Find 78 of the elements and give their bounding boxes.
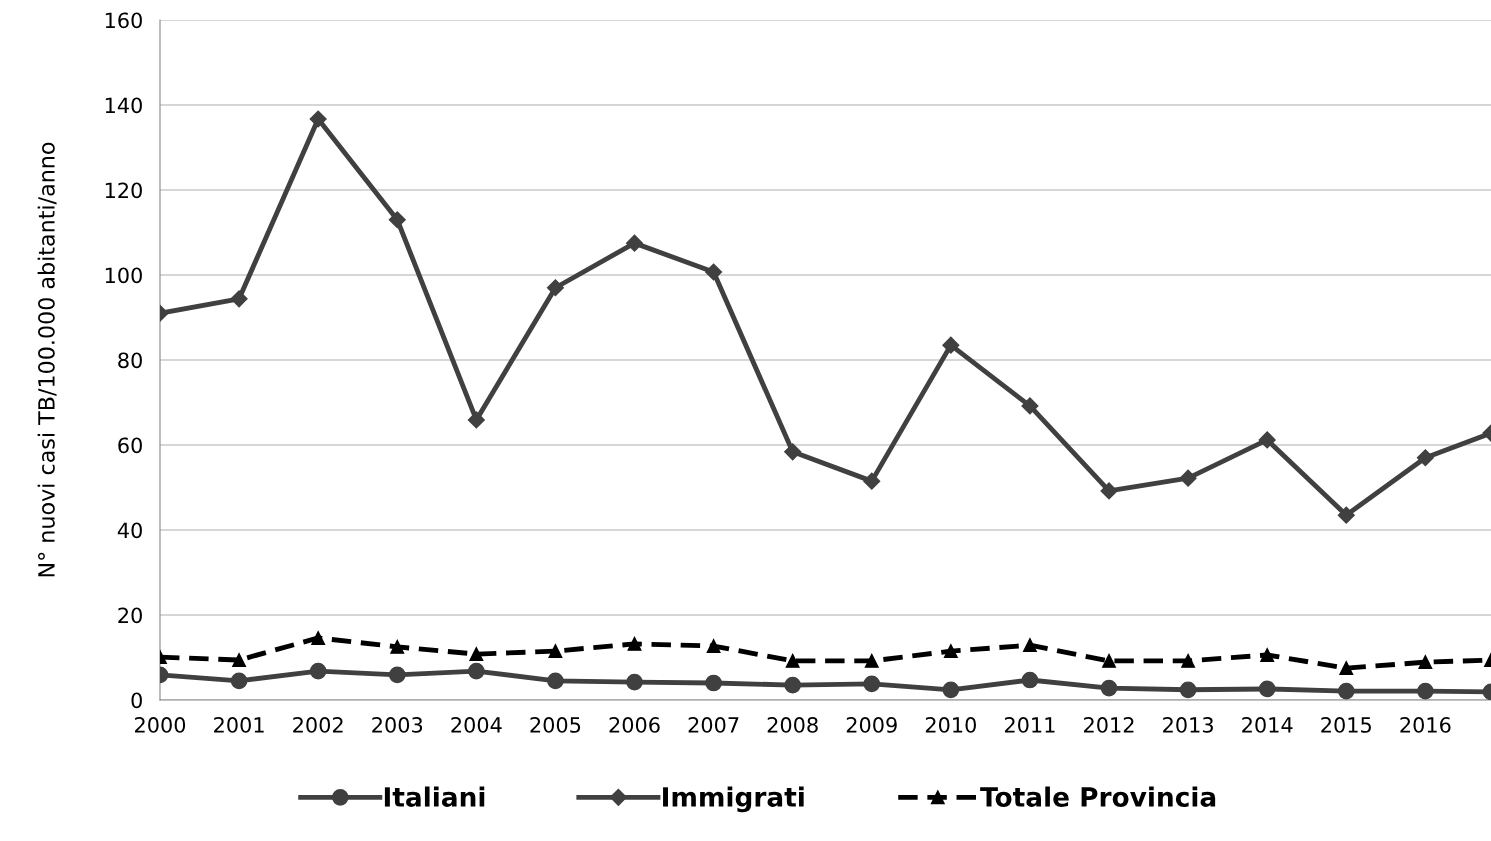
point: [232, 653, 247, 667]
point: [548, 644, 563, 659]
point: [942, 336, 960, 354]
point: [230, 672, 248, 690]
y-tick-label: 40: [117, 522, 142, 539]
y-tick-label: 20: [118, 607, 142, 624]
point: [1416, 449, 1434, 467]
y-axis-title: N° nuovi casi TB/100.000 abitanti/anno: [37, 142, 57, 577]
x-tick-label: 2004: [451, 717, 502, 733]
x-tick-label: 2009: [846, 717, 897, 733]
point: [1022, 638, 1037, 653]
y-tick-label: 80: [118, 352, 142, 369]
point: [1337, 682, 1355, 700]
point: [864, 653, 879, 668]
point: [547, 672, 564, 690]
point: [311, 631, 326, 645]
x-tick-label: 2003: [372, 717, 423, 733]
x-tick-label: 2008: [767, 717, 818, 733]
point: [785, 653, 800, 668]
legend-label: Italiani: [384, 786, 485, 807]
point: [1179, 469, 1197, 487]
x-tick-label: 2012: [1084, 717, 1134, 733]
y-tick-label: 0: [131, 692, 142, 709]
point: [467, 411, 485, 429]
x-tick-label: 2010: [925, 717, 976, 733]
point: [1260, 648, 1275, 662]
point: [1100, 679, 1118, 697]
x-tick-label: 2007: [688, 717, 739, 733]
point: [784, 676, 802, 694]
x-tick-label: 2001: [214, 717, 264, 733]
point: [1418, 655, 1433, 670]
point: [1021, 397, 1039, 415]
point: [863, 472, 881, 490]
x-tick-label: 2015: [1321, 717, 1371, 733]
x-tick-label: 2000: [135, 717, 186, 733]
y-tick-label: 140: [105, 97, 142, 114]
y-tick-label: 60: [118, 437, 142, 454]
y-tick-label: 160: [105, 12, 142, 29]
point: [468, 662, 485, 680]
point: [388, 211, 406, 229]
x-tick-label: 2016: [1400, 717, 1451, 733]
point: [1181, 653, 1196, 668]
legend-label: Immigrati: [663, 786, 804, 813]
point: [309, 110, 327, 128]
point: [1258, 680, 1276, 698]
point: [1337, 506, 1355, 524]
point: [784, 443, 802, 461]
point: [943, 644, 958, 659]
point: [546, 279, 564, 297]
point: [626, 673, 643, 691]
point: [1021, 671, 1039, 689]
point: [1417, 682, 1434, 700]
x-tick-label: 2006: [609, 717, 660, 733]
point: [627, 636, 642, 651]
y-tick-label: 120: [105, 182, 142, 199]
point: [309, 662, 327, 680]
point: [1179, 681, 1197, 699]
point: [625, 234, 644, 252]
legend-label: Totale Provincia: [980, 786, 1216, 807]
x-tick-label: 2013: [1163, 717, 1213, 733]
x-tick-label: 2005: [530, 717, 581, 733]
point: [388, 666, 406, 684]
point: [705, 674, 722, 692]
x-tick-label: 2011: [1004, 717, 1055, 733]
point: [469, 647, 484, 662]
point: [390, 639, 405, 654]
point: [942, 681, 960, 699]
point: [1100, 482, 1118, 500]
point: [1339, 661, 1354, 676]
x-tick-label: 2002: [293, 717, 343, 733]
y-tick-label: 100: [105, 267, 142, 284]
point: [1102, 653, 1116, 668]
x-tick-label: 2014: [1242, 717, 1293, 733]
point: [705, 263, 723, 281]
point: [230, 290, 248, 308]
point: [1258, 431, 1276, 449]
point: [706, 639, 721, 653]
point: [863, 675, 881, 693]
